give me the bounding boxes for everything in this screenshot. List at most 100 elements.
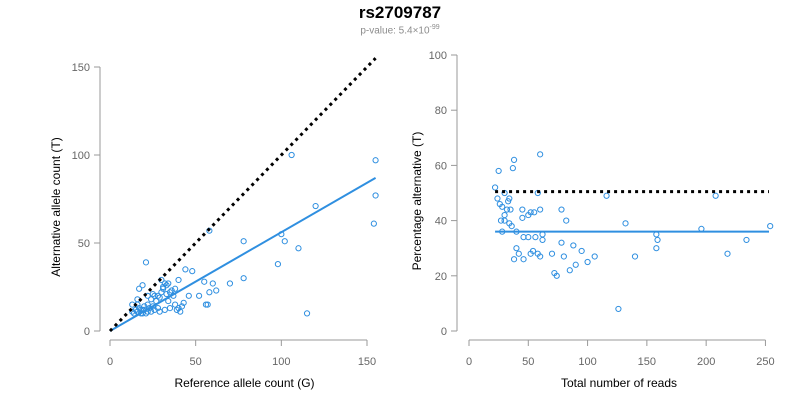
- right-y-tick-label: 80: [435, 105, 447, 117]
- left-data-point: [202, 301, 210, 308]
- left-data-point: [240, 275, 247, 282]
- right-data-point: [558, 206, 565, 213]
- left-data-point: [149, 303, 156, 310]
- right-data-point: [505, 198, 512, 205]
- right-data-point: [520, 256, 527, 263]
- right-data-point: [539, 236, 546, 244]
- right-data-point: [724, 250, 731, 257]
- right-data-point: [491, 184, 499, 191]
- left-y-tick-label: 50: [78, 238, 90, 250]
- right-data-point: [508, 223, 515, 230]
- left-x-axis-title: Reference allele count (G): [174, 376, 314, 390]
- left-data-point: [274, 261, 282, 268]
- right-data-point: [497, 217, 505, 224]
- right-data-point: [503, 206, 511, 213]
- right-data-point: [510, 156, 518, 163]
- right-data-point: [529, 247, 537, 255]
- left-data-point: [180, 299, 187, 306]
- right-data-point: [566, 267, 573, 274]
- left-data-point: [154, 292, 162, 299]
- left-data-point: [182, 266, 189, 273]
- right-data-point: [578, 247, 585, 255]
- right-data-point: [525, 211, 532, 219]
- right-data-point: [499, 203, 506, 210]
- right-data-point: [654, 236, 661, 244]
- left-x-tick-label: 50: [190, 356, 202, 368]
- left-data-point: [172, 285, 179, 292]
- left-data-point: [142, 259, 150, 266]
- right-data-point: [712, 192, 719, 199]
- left-data-point: [281, 238, 288, 245]
- left-data-point: [312, 202, 319, 210]
- right-x-tick-label: 100: [578, 356, 596, 368]
- chart-title: rs2709787: [358, 3, 442, 22]
- left-data-point: [175, 276, 182, 284]
- right-data-point: [563, 217, 570, 224]
- left-data-point: [372, 157, 379, 164]
- right-data-point: [560, 253, 567, 260]
- left-data-point: [206, 289, 213, 296]
- right-data-point: [509, 165, 516, 172]
- left-data-point: [370, 220, 377, 227]
- left-data-point: [204, 301, 211, 308]
- left-data-point: [156, 308, 163, 315]
- right-data-point: [615, 305, 622, 313]
- right-data-point: [653, 245, 660, 252]
- right-data-point: [507, 206, 514, 213]
- right-data-point: [531, 209, 538, 216]
- left-reference-line: [108, 57, 377, 333]
- left-data-point: [165, 280, 172, 287]
- right-x-axis-title: Total number of reads: [561, 376, 677, 390]
- right-data-point: [537, 253, 544, 260]
- left-data-point: [156, 294, 163, 301]
- right-y-tick-label: 20: [435, 271, 447, 283]
- right-y-tick-label: 60: [435, 160, 447, 172]
- left-x-tick-label: 150: [358, 356, 376, 368]
- left-data-point: [213, 287, 220, 294]
- left-data-point: [185, 292, 192, 299]
- left-data-point: [168, 287, 175, 294]
- right-data-point: [603, 192, 610, 199]
- left-data-point: [173, 306, 180, 313]
- right-x-tick-label: 200: [697, 356, 715, 368]
- right-data-point: [622, 220, 629, 227]
- right-data-point: [506, 195, 513, 202]
- right-data-point: [513, 245, 520, 252]
- left-y-axis-title: Alternative allele count (T): [49, 137, 63, 276]
- left-data-point: [129, 308, 136, 315]
- left-x-tick-label: 0: [107, 356, 113, 368]
- left-data-point: [240, 238, 247, 245]
- right-data-point: [553, 272, 560, 279]
- left-data-point: [161, 280, 168, 287]
- right-data-point: [519, 206, 526, 213]
- left-x-tick-label: 100: [272, 356, 290, 368]
- right-data-point: [743, 236, 750, 244]
- right-data-point: [584, 258, 591, 266]
- right-data-point: [515, 250, 522, 257]
- right-y-axis-title: Percentage alternative (T): [410, 132, 424, 271]
- left-data-point: [172, 301, 179, 308]
- left-data-point: [372, 192, 379, 199]
- left-y-tick-label: 0: [84, 326, 90, 338]
- left-data-point: [166, 289, 174, 296]
- right-x-tick-label: 150: [638, 356, 656, 368]
- right-data-point: [537, 151, 544, 158]
- right-data-point: [548, 250, 556, 257]
- right-data-point: [495, 167, 502, 175]
- right-data-point: [532, 234, 539, 241]
- right-data-point: [572, 261, 579, 268]
- left-data-point: [161, 306, 168, 313]
- left-data-point: [139, 282, 146, 289]
- left-data-point: [175, 305, 182, 312]
- left-data-point: [178, 303, 186, 310]
- left-data-point: [201, 278, 208, 285]
- left-y-tick-label: 150: [72, 62, 90, 74]
- left-data-point: [160, 285, 167, 292]
- left-data-point: [163, 282, 170, 289]
- left-data-point: [160, 283, 167, 291]
- pvalue-subtitle: p-value: 5.4×10-99: [0, 24, 800, 36]
- right-data-point: [525, 234, 532, 241]
- left-data-point: [163, 290, 170, 298]
- right-data-point: [767, 223, 774, 230]
- right-data-point: [510, 256, 518, 263]
